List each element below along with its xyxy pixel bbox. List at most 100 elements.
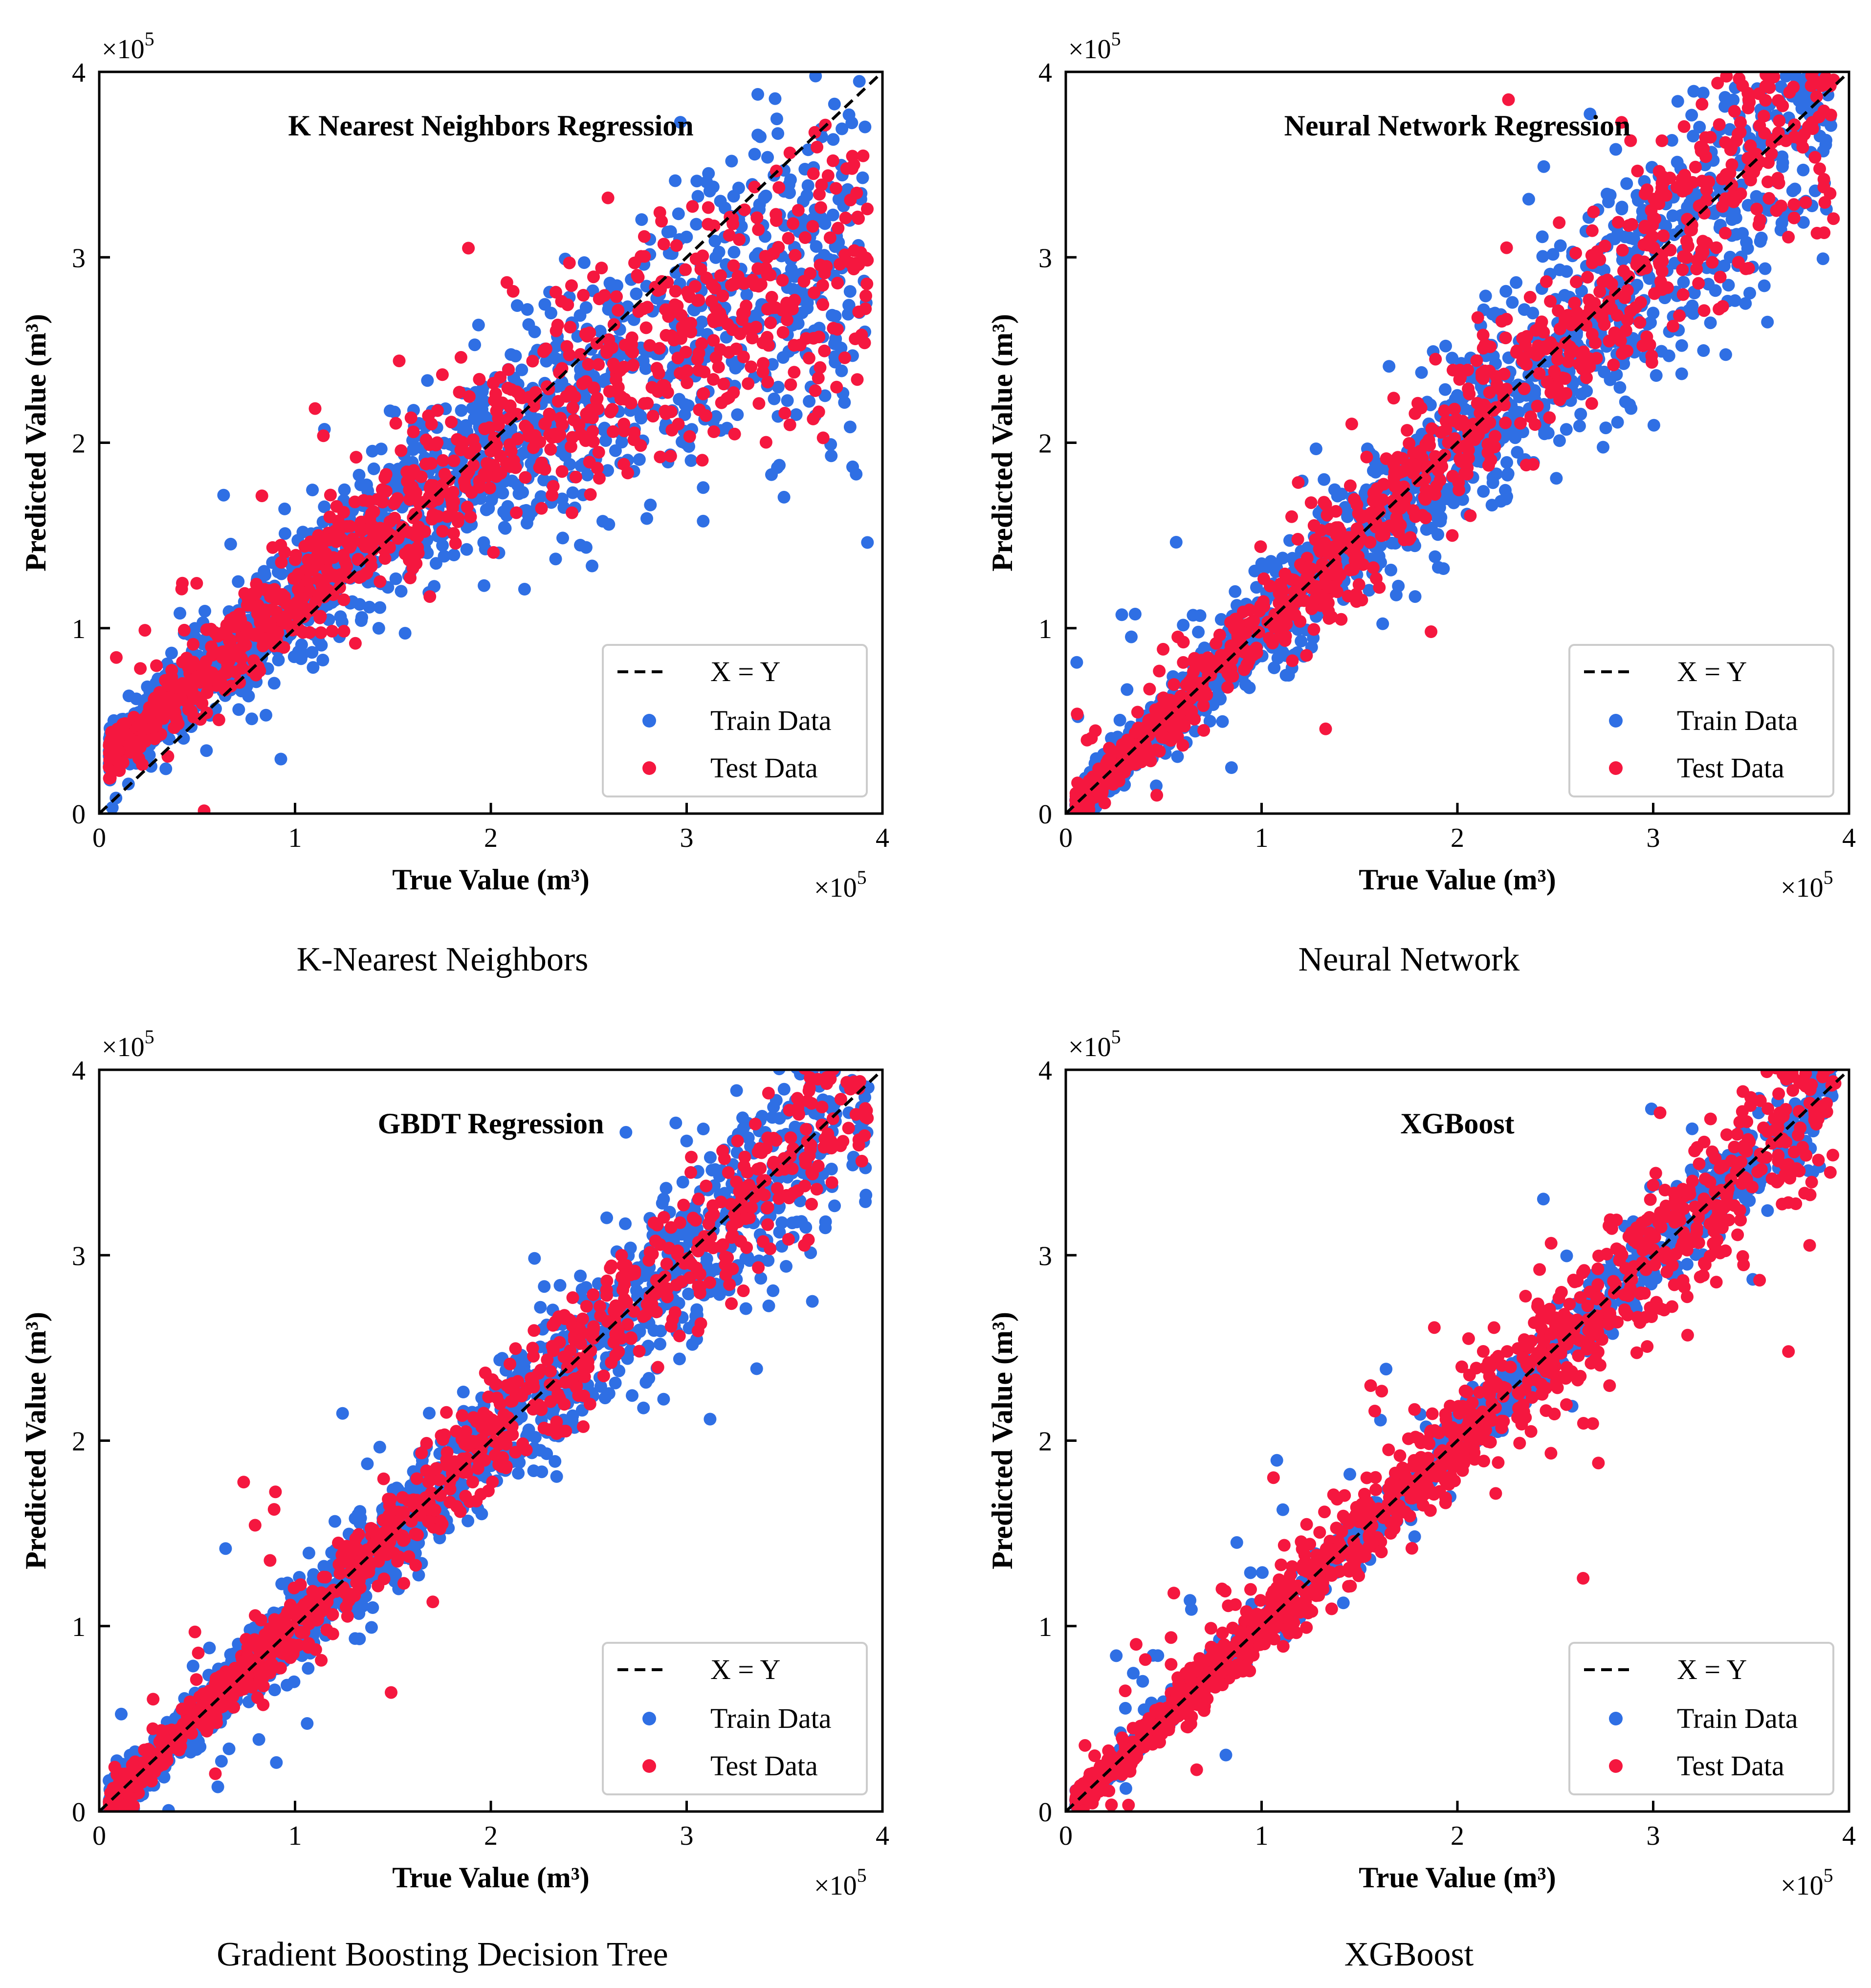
data-point [1188,712,1201,726]
data-point [1317,558,1330,572]
data-point [1221,681,1234,694]
data-point [669,285,682,298]
data-point [1113,713,1126,727]
data-point [1634,296,1647,309]
data-point [842,108,856,121]
data-point [306,484,319,497]
data-point [1150,779,1163,793]
data-point [130,692,143,706]
data-point [603,385,616,398]
data-point [200,744,213,757]
data-point [556,531,569,545]
data-point [1193,609,1207,622]
data-point [1174,689,1188,703]
data-point [1787,198,1801,211]
data-point [790,408,803,421]
data-point [621,466,634,480]
data-point [1759,262,1772,275]
data-point [200,686,214,699]
data-point [776,326,790,339]
data-point [1750,190,1763,203]
data-point [1580,371,1593,384]
data-point [1775,41,1787,54]
data-point [512,487,526,500]
data-point [714,269,727,282]
data-point [253,630,265,643]
data-point [509,350,522,363]
data-point [437,454,450,467]
data-point [808,286,821,299]
data-point [1622,219,1635,232]
data-point [352,468,366,482]
data-point [1458,402,1471,416]
data-point [641,301,654,314]
data-point [684,317,697,330]
data-point [1687,130,1700,143]
data-point [716,289,729,303]
data-point [1177,656,1190,669]
data-point [1533,367,1546,380]
data-point [807,167,820,180]
data-point [1177,618,1190,632]
data-point [1370,482,1384,495]
data-point [1559,372,1572,385]
data-point [1744,139,1757,152]
data-point [752,223,765,236]
data-point [1429,353,1442,366]
data-point [205,640,218,653]
data-point [1372,550,1386,563]
data-point [1476,329,1490,342]
data-point [1779,48,1792,61]
data-point [816,298,830,311]
data-point [778,407,792,420]
data-point [828,350,841,363]
data-point [852,212,865,225]
data-point [334,610,347,623]
data-point [1203,715,1216,728]
data-point [316,654,330,666]
data-point [1167,678,1181,691]
data-point [1544,386,1558,399]
data-point [820,260,833,273]
data-point [1620,177,1633,190]
data-point [1734,116,1747,129]
data-point [659,303,672,316]
data-point [337,593,351,606]
data-point [487,546,500,559]
data-point [537,345,550,358]
data-point [1439,383,1452,396]
data-point [497,505,510,518]
data-point [784,173,797,186]
data-point [444,491,458,505]
data-point [432,510,445,523]
data-point [307,661,320,674]
data-point [549,552,562,566]
data-point [488,394,501,407]
y-tick-label: 1 [72,614,86,644]
data-point [141,680,154,693]
data-point [853,75,866,88]
data-point [425,495,439,508]
data-point [477,536,490,549]
data-point [788,339,801,352]
data-point [1541,376,1554,389]
data-point [691,190,704,203]
data-point [487,459,500,472]
data-point [1676,263,1689,276]
data-point [187,638,200,651]
data-point [1510,276,1523,289]
y-tick-label: 0 [72,799,86,830]
data-point [1305,602,1318,616]
data-point [1560,265,1573,278]
data-point [1799,10,1811,22]
data-point [1813,162,1826,176]
data-point [1609,143,1622,156]
data-point [109,752,122,765]
data-point [1618,291,1631,305]
data-point [811,140,824,154]
data-point [614,393,627,406]
data-point [758,191,771,204]
data-point [272,654,285,666]
data-point [1522,193,1535,206]
